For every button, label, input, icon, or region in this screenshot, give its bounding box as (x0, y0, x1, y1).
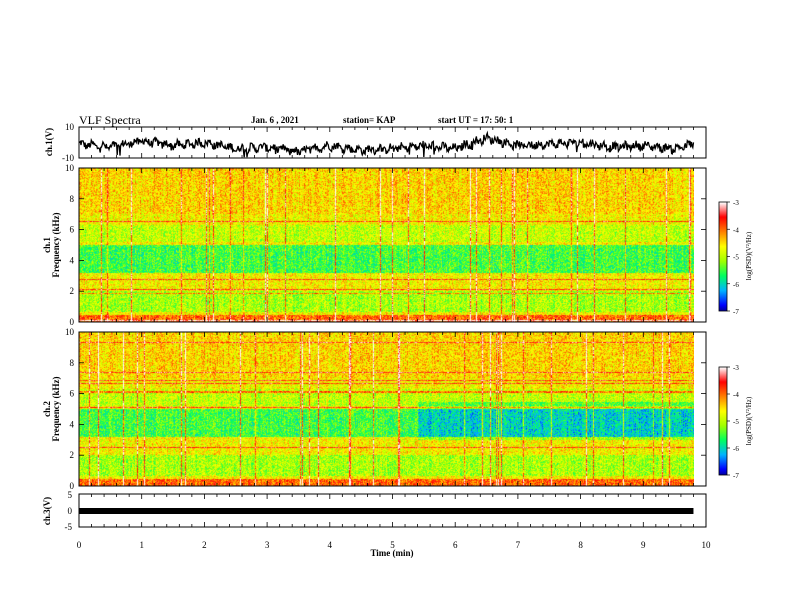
ch3-panel: 5 0 -5 ch.3(V) (42, 490, 707, 532)
station-label: station= KAP (343, 115, 396, 125)
ch1-ytick-bottom: -10 (62, 153, 74, 163)
start-time-label: start UT = 17: 50: 1 (438, 115, 514, 125)
ch2-spec-ytick-label: 8 (70, 358, 75, 368)
ch1-spec-ytick-label: 8 (70, 194, 75, 204)
ch2-colorbar-label: log(PSD)(V²/Hz) (745, 396, 753, 445)
ch2-spec-ytick-label: 0 (70, 481, 75, 491)
colorbar-tick-label: -3 (733, 199, 739, 207)
ch1-spec-ytick-label: 10 (65, 163, 75, 173)
ch2-colorbar: -3 -4 -5 -6 -7 log(PSD)(V²/Hz) (718, 364, 753, 480)
colorbar-tick-label: -4 (733, 391, 739, 399)
ch2-spec-ytick-label: 2 (70, 450, 75, 460)
ch2-spec-ytick-label: 10 (65, 327, 75, 337)
ch3-ytick-5: 5 (68, 490, 73, 500)
ch1-spec-ytick-label: 4 (70, 255, 75, 265)
x-tick-label: 2 (202, 540, 207, 550)
ch3-ylabel: ch.3(V) (42, 497, 52, 525)
x-tick-label: 3 (265, 540, 270, 550)
ch1-waveform-xticks (78, 127, 707, 158)
ch1-waveform-panel: 10 -10 ch.1(V) (44, 122, 707, 163)
colorbar-tick-label: -6 (733, 445, 739, 453)
ch1-spectrogram-panel: 0 2 4 6 8 10 ch.1 Frequency (kHz) (42, 163, 707, 327)
x-tick-label: 7 (516, 540, 521, 550)
ch1-colorbar: -3 -4 -5 -6 -7 log(PSD)(V²/Hz) (718, 199, 753, 316)
ch1-ytick-top: 10 (65, 122, 75, 132)
ch2-colorbar-image (719, 367, 727, 475)
x-tick-label: 8 (578, 540, 583, 550)
ch1-colorbar-label: log(PSD)(V²/Hz) (745, 231, 753, 280)
ch1-label: ch.1 (42, 237, 52, 253)
ch1-spec-ytick-label: 0 (70, 317, 75, 327)
ch1-colorbar-ticks: -3 -4 -5 -6 -7 (727, 199, 739, 316)
ch2-spectrogram-yticks: 0 2 4 6 8 10 (65, 327, 706, 491)
colorbar-tick-label: -5 (733, 254, 739, 262)
x-tick-label: 10 (702, 540, 712, 550)
ch1-spectrogram-xticks (78, 168, 707, 322)
ch2-spectrogram-xticks (78, 332, 707, 486)
colorbar-tick-label: -7 (733, 472, 739, 480)
ch1-spec-ytick-label: 2 (70, 286, 75, 296)
ch1-freq-ylabel: Frequency (kHz) (51, 212, 61, 277)
ch1-spectrogram-yticks: 0 2 4 6 8 10 (65, 163, 706, 327)
x-tick-label: 9 (641, 540, 646, 550)
x-axis-label: Time (min) (370, 548, 413, 558)
plot-title: VLF Spectra (79, 113, 141, 127)
ch3-xticks (78, 494, 707, 527)
ch1-waveform-frame (78, 126, 707, 159)
ch2-spectrogram-image (79, 332, 694, 486)
x-tick-label: 4 (328, 540, 333, 550)
x-tick-label: 5 (390, 540, 395, 550)
ch3-ytick-0: 0 (68, 506, 73, 516)
ch1-spec-ytick-label: 6 (70, 225, 75, 235)
date-label: Jan. 6 , 2021 (251, 115, 299, 125)
ch2-spec-ytick-label: 4 (70, 419, 75, 429)
ch2-spectrogram-panel: 0 2 4 6 8 10 ch.2 Frequency (kHz) (42, 327, 707, 491)
x-axis-tick-labels: 0 1 2 3 4 5 6 7 8 9 10 (77, 540, 711, 550)
ch3-ytick-neg5: -5 (65, 522, 73, 532)
x-tick-label: 0 (77, 540, 82, 550)
ch3-trace-line (79, 508, 694, 514)
ch2-freq-ylabel: Frequency (kHz) (51, 376, 61, 441)
x-tick-label: 1 (139, 540, 144, 550)
x-tick-label: 6 (453, 540, 458, 550)
ch1-waveform-ylabel: ch.1(V) (44, 128, 54, 156)
colorbar-tick-label: -3 (733, 364, 739, 372)
ch2-colorbar-ticks: -3 -4 -5 -6 -7 (727, 364, 739, 480)
ch1-waveform-line (78, 130, 695, 158)
ch2-label: ch.2 (42, 401, 52, 417)
colorbar-tick-label: -6 (733, 281, 739, 289)
ch1-colorbar-image (719, 202, 727, 311)
colorbar-tick-label: -4 (733, 226, 739, 234)
colorbar-tick-label: -7 (733, 308, 739, 316)
colorbar-tick-label: -5 (733, 418, 739, 426)
ch2-spec-ytick-label: 6 (70, 389, 75, 399)
ch1-spectrogram-image (79, 168, 694, 322)
